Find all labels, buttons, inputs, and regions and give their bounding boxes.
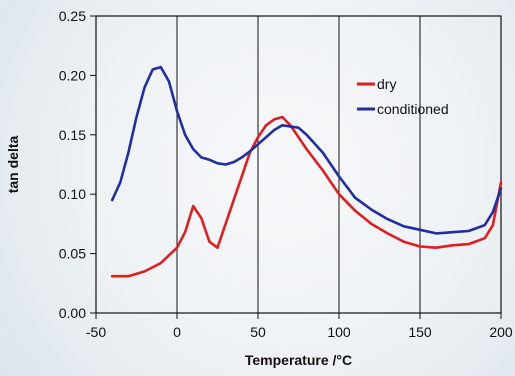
series-line-dry [110,115,503,278]
data-point-dry [200,217,203,219]
y-tick-label: 0.25 [59,8,86,24]
data-point-conditioned [232,161,235,163]
data-point-conditioned [338,175,340,178]
axes-layer: -50 0 50 100 150 200 0.00 0.05 0.10 0.15 0.20 0.25 [59,8,513,340]
series-line-conditioned [110,65,503,235]
y-tick-label: 0.00 [59,305,86,321]
data-point-dry [386,232,389,235]
x-tick-label: 100 [327,324,351,340]
data-point-conditioned [192,148,194,150]
data-point-dry [297,136,300,138]
data-point-conditioned [467,230,470,232]
data-point-dry [241,175,243,178]
data-point-conditioned [354,196,357,199]
data-point-conditioned [135,116,138,118]
data-point-conditioned [451,231,454,234]
x-axis-label: Temperature /°C [245,352,352,368]
data-point-dry [216,246,219,249]
data-point-conditioned [200,156,203,159]
data-point-dry [224,223,227,225]
data-point-dry [257,136,259,138]
legend-label-conditioned: conditioned [377,101,449,117]
data-point-conditioned [127,151,130,154]
grid-layer [176,16,421,313]
data-point-conditioned [168,80,170,83]
data-point-conditioned [484,224,486,226]
data-point-dry [273,118,276,121]
data-point-conditioned [435,232,438,235]
data-point-dry [265,124,267,127]
plot-area [95,15,502,314]
data-point-conditioned [119,181,122,184]
data-point-dry [160,262,162,264]
data-point-conditioned [370,208,373,211]
data-point-conditioned [281,124,284,127]
data-point-conditioned [322,151,324,154]
y-tick-label: 0.10 [59,186,86,202]
data-point-dry [305,148,308,150]
data-point-dry [354,210,357,212]
data-point-dry [403,240,405,243]
data-point-dry [338,193,340,195]
data-point-conditioned [265,136,267,138]
x-tick-label: 50 [250,324,266,340]
data-point-conditioned [386,218,389,220]
data-point-dry [419,245,421,248]
data-point-dry [184,231,186,234]
data-point-conditioned [241,156,243,159]
data-point-conditioned [208,158,211,161]
data-point-conditioned [419,229,421,231]
data-point-dry [484,237,486,239]
data-point-conditioned [151,68,154,71]
data-point-conditioned [249,150,251,153]
data-point-dry [322,169,324,172]
series-layer [110,65,503,278]
data-point-dry [500,181,502,184]
data-point-conditioned [224,163,227,166]
data-point-dry [176,246,178,249]
data-point-conditioned [492,211,494,213]
legend-label-dry: dry [377,76,396,92]
data-point-conditioned [273,129,276,131]
data-point-dry [208,240,211,243]
y-tick-label: 0.05 [59,246,86,262]
data-point-dry [143,270,146,273]
data-point-conditioned [297,126,300,129]
data-point-dry [451,244,454,247]
data-point-dry [127,275,130,277]
data-point-conditioned [184,134,186,136]
legend: dry conditioned [357,76,449,117]
data-point-conditioned [500,187,502,190]
data-point-conditioned [305,134,308,136]
x-tick-label: 0 [173,324,181,340]
data-point-conditioned [143,86,146,89]
data-point-conditioned [257,143,259,146]
data-point-conditioned [216,162,219,165]
data-point-dry [492,224,494,226]
data-point-dry [232,199,235,201]
data-point-dry [192,205,194,207]
data-point-conditioned [111,199,113,201]
x-tick-label: 150 [408,324,432,340]
x-tick-label: -50 [86,324,106,340]
plot-frame [95,15,502,314]
data-point-conditioned [176,110,178,112]
data-point-dry [281,116,284,118]
y-axis-label: tan delta [5,136,21,194]
y-tick-label: 0.15 [59,127,86,143]
data-point-conditioned [403,225,405,228]
data-point-conditioned [160,66,162,68]
x-tick-label: 200 [489,324,513,340]
data-point-conditioned [289,125,292,128]
data-point-dry [111,275,113,277]
data-point-dry [467,243,470,245]
data-point-dry [370,223,373,225]
y-tick-label: 0.20 [59,67,86,83]
data-point-dry [435,246,438,249]
